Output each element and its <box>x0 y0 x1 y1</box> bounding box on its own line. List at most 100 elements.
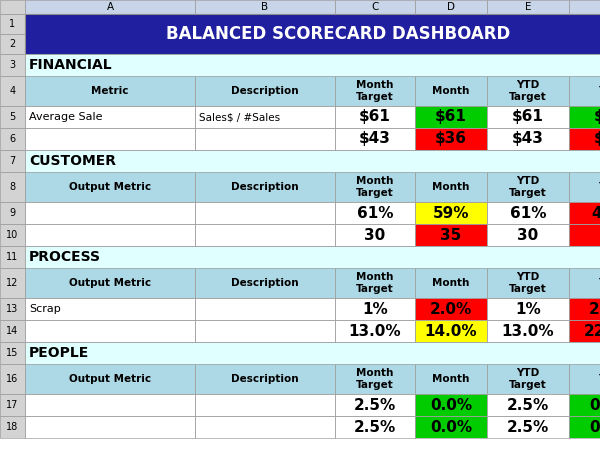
Bar <box>335 364 415 394</box>
Bar <box>0 14 25 34</box>
Bar <box>195 224 335 246</box>
Text: PROCESS: PROCESS <box>29 250 101 264</box>
Bar <box>0 34 25 54</box>
Bar <box>487 298 569 320</box>
Text: E: E <box>525 2 531 12</box>
Bar <box>0 54 25 76</box>
Text: $36: $36 <box>594 131 600 147</box>
Bar <box>0 0 25 14</box>
Text: Metric: Metric <box>91 86 129 96</box>
Bar <box>25 268 195 298</box>
Bar <box>25 14 600 54</box>
Bar <box>25 394 195 416</box>
Bar <box>0 172 25 202</box>
Bar <box>487 320 569 342</box>
Bar <box>0 76 25 106</box>
Bar <box>0 416 25 438</box>
Bar <box>195 364 335 394</box>
Text: BALANCED SCORECARD DASHBOARD: BALANCED SCORECARD DASHBOARD <box>166 25 510 43</box>
Text: Month
Target: Month Target <box>356 176 394 198</box>
Bar <box>335 224 415 246</box>
Bar <box>335 128 415 150</box>
Bar <box>335 298 415 320</box>
Bar <box>195 394 335 416</box>
Bar <box>415 106 487 128</box>
Bar <box>415 172 487 202</box>
Bar <box>0 128 25 150</box>
Bar <box>195 202 335 224</box>
Text: 2.5%: 2.5% <box>507 420 549 435</box>
Bar <box>0 54 25 76</box>
Bar <box>0 106 25 128</box>
Bar <box>487 0 569 14</box>
Text: 4: 4 <box>10 86 16 96</box>
Bar <box>487 106 569 128</box>
Bar <box>487 416 569 438</box>
Text: YTD
Target: YTD Target <box>509 272 547 294</box>
Bar <box>25 342 600 364</box>
Text: PEOPLE: PEOPLE <box>29 346 89 360</box>
Bar <box>25 246 600 268</box>
Bar <box>335 76 415 106</box>
Bar <box>487 298 569 320</box>
Text: 13: 13 <box>7 304 19 314</box>
Bar <box>25 172 195 202</box>
Text: Scrap: Scrap <box>29 304 61 314</box>
Bar <box>0 76 25 106</box>
Bar <box>569 268 600 298</box>
Bar <box>487 202 569 224</box>
Bar <box>487 268 569 298</box>
Bar <box>569 364 600 394</box>
Text: Output Metric: Output Metric <box>69 182 151 192</box>
Bar <box>0 246 25 268</box>
Bar <box>415 128 487 150</box>
Bar <box>569 172 600 202</box>
Bar <box>335 172 415 202</box>
Text: 15: 15 <box>7 348 19 358</box>
Bar <box>415 172 487 202</box>
Text: Description: Description <box>231 182 299 192</box>
Text: 30: 30 <box>364 228 386 242</box>
Bar <box>487 268 569 298</box>
Bar <box>487 364 569 394</box>
Bar <box>25 106 195 128</box>
Bar <box>25 320 195 342</box>
Bar <box>335 76 415 106</box>
Text: Month: Month <box>433 182 470 192</box>
Bar <box>487 106 569 128</box>
Bar <box>0 202 25 224</box>
Text: 7: 7 <box>10 156 16 166</box>
Bar <box>0 320 25 342</box>
Text: 6: 6 <box>10 134 16 144</box>
Bar <box>0 394 25 416</box>
Text: 30: 30 <box>517 228 539 242</box>
Text: C: C <box>371 2 379 12</box>
Bar <box>335 128 415 150</box>
Bar <box>195 128 335 150</box>
Text: Description: Description <box>231 86 299 96</box>
Bar <box>0 342 25 364</box>
Text: FINANCIAL: FINANCIAL <box>29 58 113 72</box>
Bar <box>25 128 195 150</box>
Text: $61: $61 <box>435 109 467 125</box>
Bar <box>25 224 195 246</box>
Bar <box>569 106 600 128</box>
Bar <box>25 150 600 172</box>
Bar <box>195 0 335 14</box>
Text: A: A <box>106 2 113 12</box>
Bar <box>0 298 25 320</box>
Text: 0.0%: 0.0% <box>589 398 600 413</box>
Bar <box>25 54 600 76</box>
Text: 8: 8 <box>10 182 16 192</box>
Bar <box>415 202 487 224</box>
Bar <box>487 320 569 342</box>
Bar <box>195 106 335 128</box>
Bar <box>335 416 415 438</box>
Bar <box>25 320 195 342</box>
Text: Description: Description <box>231 278 299 288</box>
Text: $43: $43 <box>512 131 544 147</box>
Bar <box>335 298 415 320</box>
Text: Average Sale: Average Sale <box>29 112 103 122</box>
Bar <box>25 202 195 224</box>
Bar <box>415 202 487 224</box>
